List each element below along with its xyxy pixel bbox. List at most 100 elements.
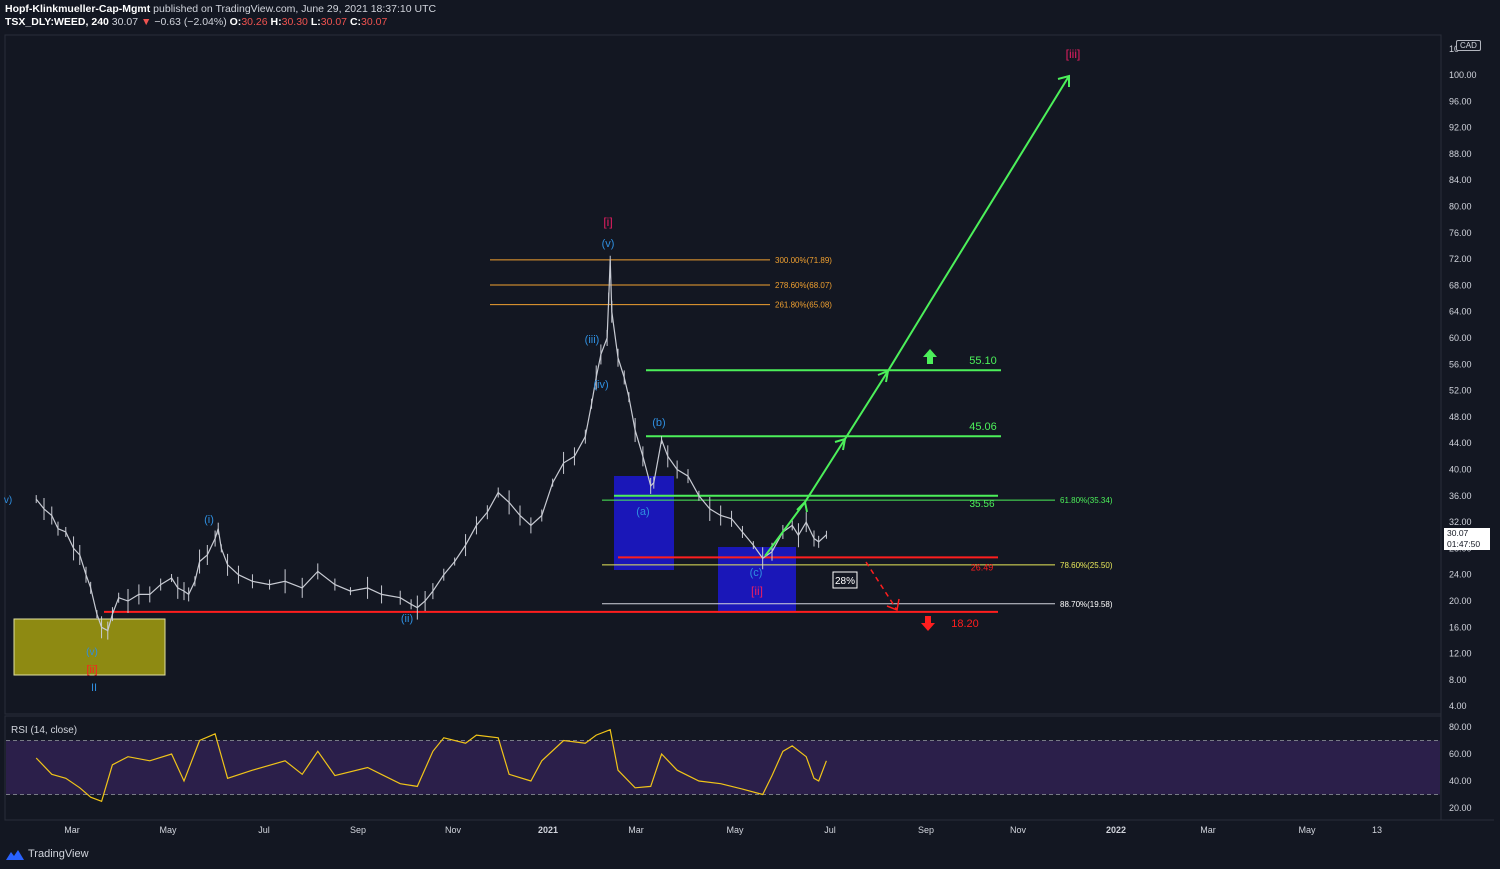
price-axis-label: 72.00 bbox=[1449, 254, 1472, 264]
wave-label: (a) bbox=[636, 506, 649, 518]
target-label: 35.56 bbox=[969, 499, 994, 510]
tradingview-logo[interactable]: TradingView bbox=[6, 848, 89, 860]
price-axis-label: 10 bbox=[1449, 44, 1459, 54]
time-axis-label: Nov bbox=[1010, 825, 1027, 835]
open-value: 30.26 bbox=[241, 16, 268, 28]
percent-label: 28% bbox=[835, 576, 855, 587]
price-axis-label: 52.00 bbox=[1449, 386, 1472, 396]
time-axis-label: Sep bbox=[918, 825, 934, 835]
price-axis-label: 44.00 bbox=[1449, 438, 1472, 448]
wave-label: v) bbox=[4, 495, 12, 506]
high-value: 30.30 bbox=[281, 16, 308, 28]
change-value: −0.63 (−2.04%) bbox=[154, 16, 227, 28]
wave-label: [ii] bbox=[87, 664, 98, 676]
price-axis-label: 4.00 bbox=[1449, 701, 1467, 711]
price-axis-label: 96.00 bbox=[1449, 96, 1472, 106]
bar-countdown: 01:47:50 bbox=[1447, 538, 1481, 549]
price-axis-label: 16.00 bbox=[1449, 622, 1472, 632]
down-arrow-icon bbox=[921, 616, 935, 631]
projection-path[interactable] bbox=[764, 75, 1070, 557]
close-value: 30.07 bbox=[361, 16, 388, 28]
wave-label: [i] bbox=[603, 215, 612, 229]
time-axis-label: Mar bbox=[64, 825, 80, 835]
up-arrow-icon bbox=[923, 349, 937, 364]
projection-arrowhead bbox=[1057, 74, 1070, 87]
projection-arrowhead bbox=[834, 437, 847, 451]
target-label: 18.20 bbox=[951, 618, 979, 630]
time-axis-label: Mar bbox=[1200, 825, 1216, 835]
price-axis-label: 40.00 bbox=[1449, 465, 1472, 475]
price-axis-label: 12.00 bbox=[1449, 649, 1472, 659]
target-label: 55.10 bbox=[969, 355, 997, 367]
price-axis-label: 36.00 bbox=[1449, 491, 1472, 501]
publish-line: Hopf-Klinkmueller-Cap-Mgmt published on … bbox=[5, 3, 436, 16]
wave-label: (i) bbox=[204, 514, 214, 526]
time-axis-label: Jul bbox=[258, 825, 270, 835]
target-label: 26.49 bbox=[971, 562, 994, 572]
blue-zone-box[interactable] bbox=[614, 476, 674, 570]
wave-label: [ii] bbox=[751, 584, 763, 598]
rsi-axis-label: 40.00 bbox=[1449, 776, 1472, 786]
projection-arrowhead bbox=[796, 499, 808, 513]
price-axis-label: 48.00 bbox=[1449, 412, 1472, 422]
open-label: O: bbox=[229, 16, 242, 28]
wave-label: (b) bbox=[652, 417, 665, 429]
symbol-label[interactable]: TSX_DLY:WEED, 240 bbox=[5, 16, 109, 28]
rsi-band bbox=[6, 740, 1440, 795]
price-axis-label: 60.00 bbox=[1449, 333, 1472, 343]
yellow-zone-box[interactable] bbox=[13, 618, 166, 676]
low-label: L: bbox=[310, 16, 321, 28]
wave-label: (iii) bbox=[585, 334, 600, 346]
price-axis-label: 92.00 bbox=[1449, 123, 1472, 133]
currency-label[interactable]: CAD bbox=[1456, 40, 1481, 51]
last-value: 30.07 bbox=[111, 16, 139, 28]
price-axis-label: 64.00 bbox=[1449, 307, 1472, 317]
time-axis-label: Sep bbox=[350, 825, 366, 835]
price-axis-label: 32.00 bbox=[1449, 517, 1472, 527]
price-axis-label: 80.00 bbox=[1449, 202, 1472, 212]
wave-label: (v) bbox=[602, 238, 615, 250]
time-axis-label: Nov bbox=[445, 825, 462, 835]
close-label: C: bbox=[349, 16, 362, 28]
rsi-axis-label: 20.00 bbox=[1449, 803, 1472, 813]
time-axis-label: 2022 bbox=[1106, 825, 1126, 835]
price-axis-label: 88.00 bbox=[1449, 149, 1472, 159]
price-axis-label: 24.00 bbox=[1449, 570, 1472, 580]
price-axis-label: 68.00 bbox=[1449, 280, 1472, 290]
projection-arrowhead bbox=[877, 369, 890, 383]
projection-arrowhead bbox=[886, 598, 900, 612]
wave-label: [iii] bbox=[1066, 47, 1081, 61]
time-axis-label: Mar bbox=[628, 825, 644, 835]
wave-label: (v) bbox=[86, 647, 98, 658]
fib-level-label: 61.80%(35.34) bbox=[1060, 496, 1113, 505]
wave-label: (iv) bbox=[593, 379, 608, 391]
price-axis-label: 56.00 bbox=[1449, 359, 1472, 369]
target-label: 45.06 bbox=[969, 421, 997, 433]
author-name[interactable]: Hopf-Klinkmueller-Cap-Mgmt bbox=[5, 3, 151, 15]
rsi-axis-label: 80.00 bbox=[1449, 722, 1472, 732]
fib-level-label: 78.60%(25.50) bbox=[1060, 561, 1113, 570]
chart-header: Hopf-Klinkmueller-Cap-Mgmt published on … bbox=[5, 3, 436, 29]
high-label: H: bbox=[270, 16, 282, 28]
last-price-tag: 30.07 01:47:50 bbox=[1444, 528, 1490, 550]
wave-label: (c) bbox=[750, 567, 763, 579]
rsi-label: RSI (14, close) bbox=[11, 725, 77, 736]
wave-label: II bbox=[91, 682, 97, 694]
time-axis-label: Jul bbox=[824, 825, 836, 835]
fib-level-label: 88.70%(19.58) bbox=[1060, 600, 1113, 609]
rsi-line[interactable] bbox=[35, 728, 827, 803]
bear-projection-path[interactable] bbox=[865, 561, 898, 611]
time-axis-label: May bbox=[726, 825, 744, 835]
price-axis-label: 84.00 bbox=[1449, 175, 1472, 185]
tradingview-cloud-icon bbox=[6, 849, 24, 860]
price-axis-label: 20.00 bbox=[1449, 596, 1472, 606]
price-axis-label: 100.00 bbox=[1449, 70, 1477, 80]
low-value: 30.07 bbox=[320, 16, 348, 28]
percent-box bbox=[832, 571, 858, 589]
fib-level-label: 300.00%(71.89) bbox=[775, 256, 832, 265]
price-line[interactable] bbox=[35, 259, 827, 632]
ohlc-line: TSX_DLY:WEED, 240 30.07 ▼ −0.63 (−2.04%)… bbox=[5, 16, 436, 29]
fib-level-label: 278.60%(68.07) bbox=[775, 281, 832, 290]
price-axis-label: 76.00 bbox=[1449, 228, 1472, 238]
